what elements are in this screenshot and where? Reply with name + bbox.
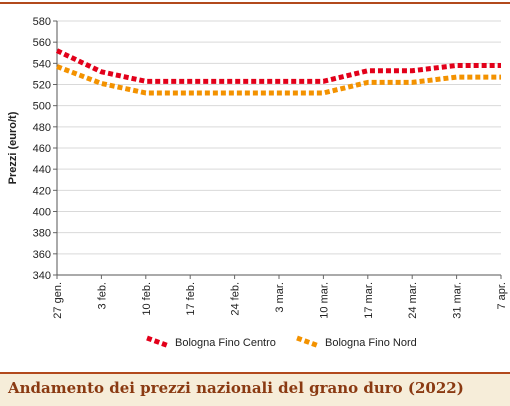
series-line-0	[55, 48, 501, 84]
x-tick-label-6: 10 mar.	[318, 282, 330, 319]
legend-swatch-0	[146, 335, 170, 349]
y-tick-label-400: 400	[33, 207, 51, 219]
y-tick-label-460: 460	[33, 143, 51, 155]
y-tick-label-560: 560	[33, 37, 51, 49]
x-tick-label-2: 10 feb.	[141, 282, 153, 316]
x-tick-label-1: 3 feb.	[96, 282, 108, 310]
y-tick-label-540: 540	[33, 58, 51, 70]
series-lines	[55, 48, 502, 96]
y-tick-label-440: 440	[33, 164, 51, 176]
legend-swatch-1	[296, 335, 320, 349]
y-tick-label-380: 380	[33, 228, 51, 240]
y-tick-label-480: 480	[33, 122, 51, 134]
y-tick-label-500: 500	[33, 101, 51, 113]
legend: Bologna Fino Centro Bologna Fino Nord	[146, 335, 417, 349]
x-tick-label-3: 17 feb.	[185, 282, 197, 316]
x-tick-labels: 27 gen. 3 feb. 10 feb. 17 feb. 24 feb. 3 mar.…	[52, 282, 508, 319]
top-rule	[0, 2, 510, 4]
grid	[57, 20, 501, 255]
chart-caption: Andamento dei prezzi nazionali del grano…	[8, 379, 464, 397]
x-tick-label-9: 31 mar.	[452, 282, 464, 319]
y-tick-label-580: 580	[33, 16, 51, 28]
axes	[53, 20, 502, 279]
y-tick-label-520: 520	[33, 80, 51, 92]
line-chart: 340360380400420440460480500520540560580 …	[7, 16, 508, 349]
x-tick-label-0: 27 gen.	[52, 282, 64, 319]
y-tick-label-340: 340	[33, 270, 51, 282]
legend-label-1: Bologna Fino Nord	[325, 337, 417, 349]
x-tick-label-5: 3 mar.	[274, 282, 286, 313]
y-tick-label-420: 420	[33, 185, 51, 197]
legend-label-0: Bologna Fino Centro	[175, 337, 276, 349]
y-tick-label-360: 360	[33, 249, 51, 261]
x-tick-label-10: 7 apr.	[496, 282, 508, 310]
y-tick-labels: 340 360 380 400 420 440 460 480 500 520 540 560 580	[33, 16, 51, 282]
footer-banner: Andamento dei prezzi nazionali del grano…	[0, 372, 510, 406]
x-tick-label-7: 17 mar.	[363, 282, 375, 319]
x-tick-label-8: 24 mar.	[407, 282, 419, 319]
y-axis-label: Prezzi (euro/t)	[7, 111, 19, 184]
x-tick-label-4: 24 feb.	[230, 282, 242, 316]
